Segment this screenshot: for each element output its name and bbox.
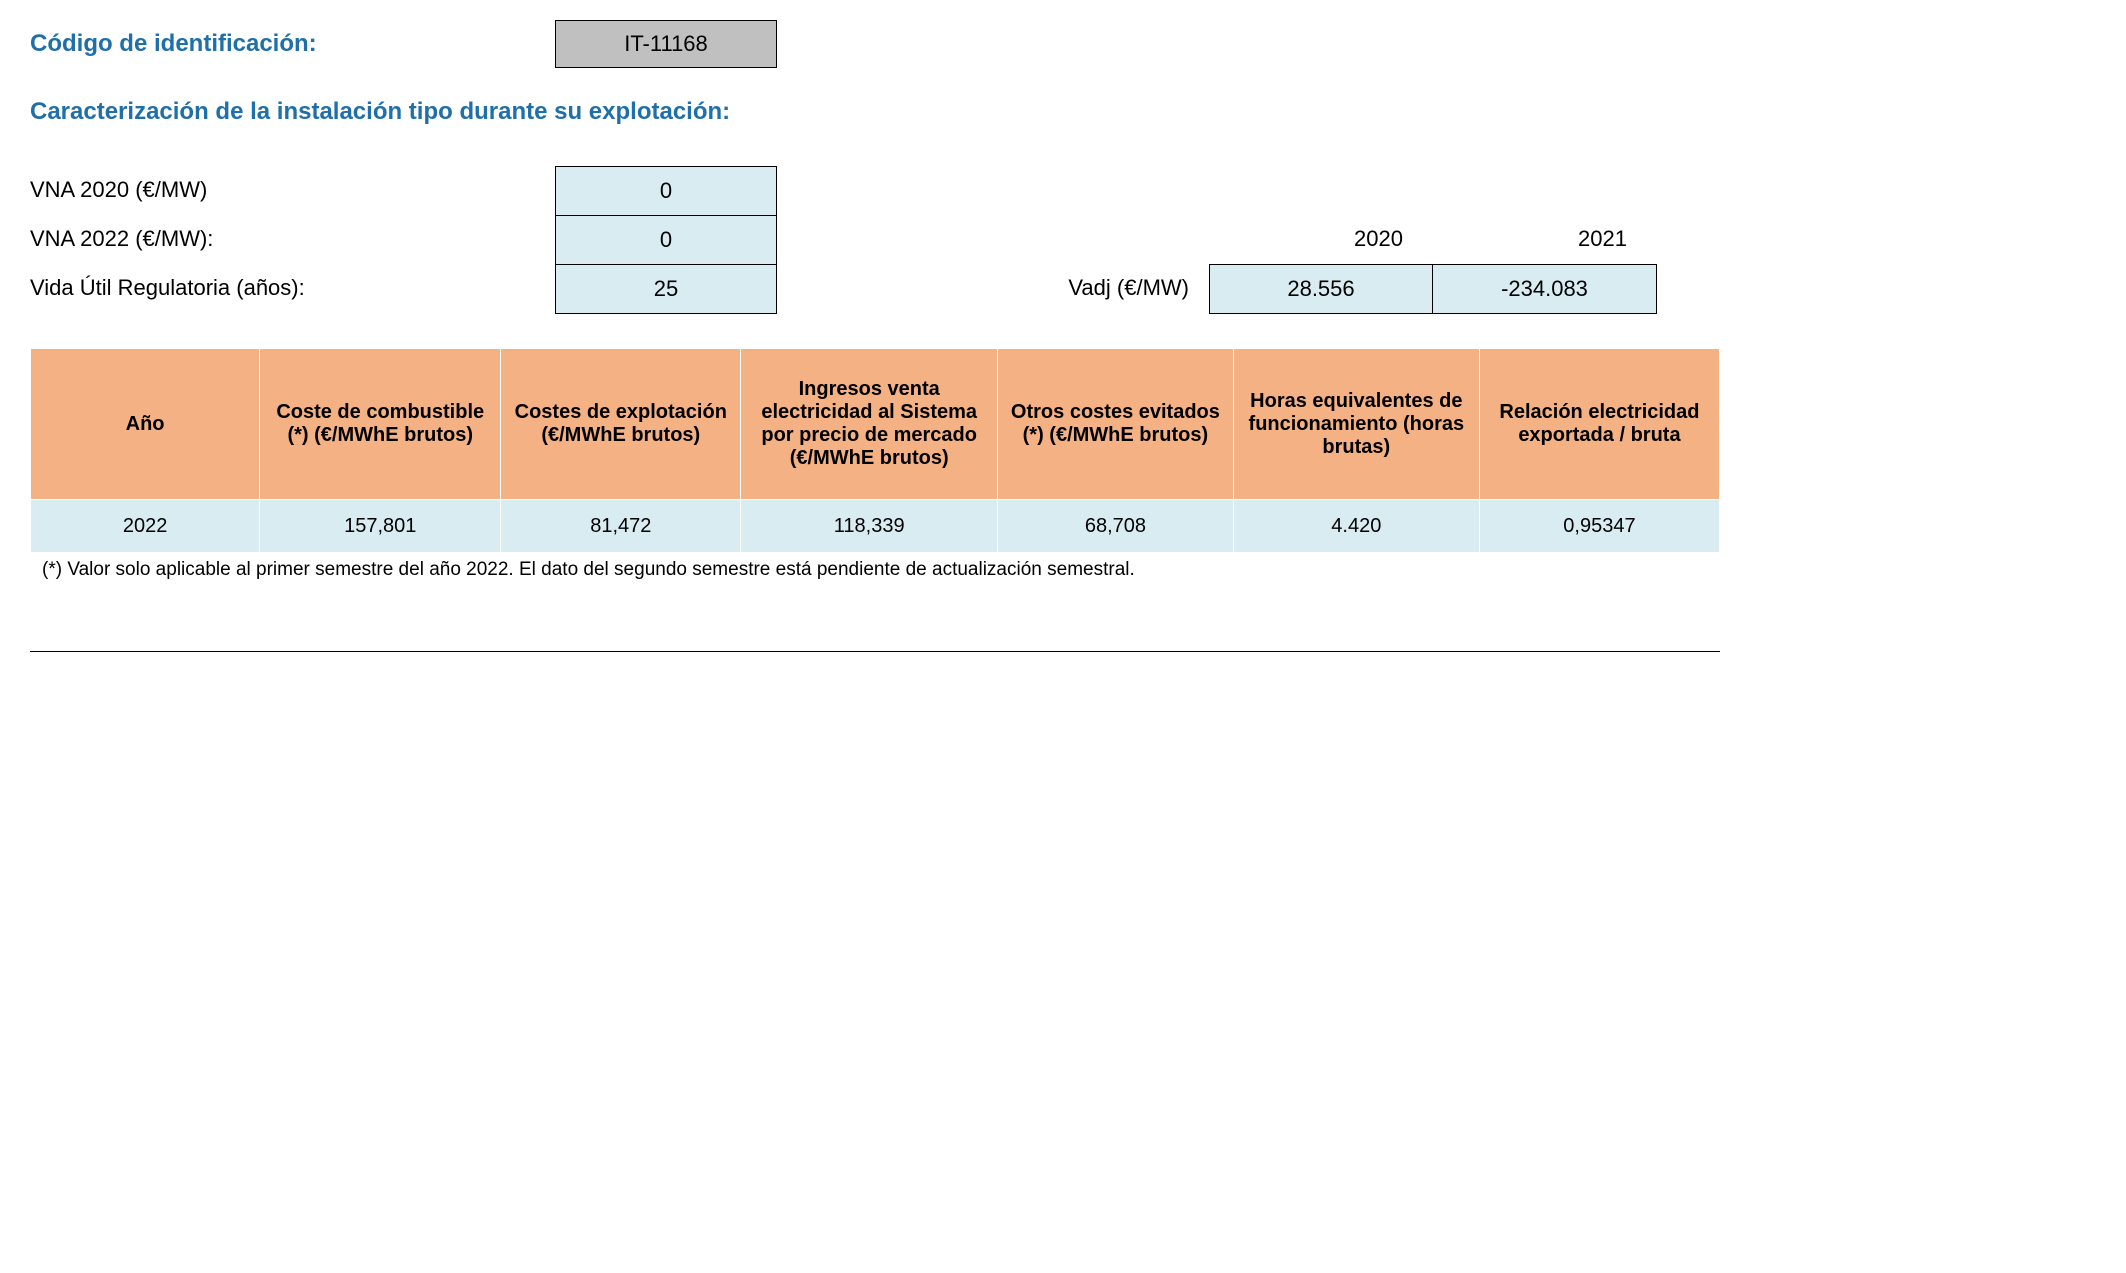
table-header-row: Año Coste de combustible (*) (€/MWhE bru… [31,349,1720,500]
vna2020-value-box: 0 [555,166,777,215]
table-row: 2022 157,801 81,472 118,339 68,708 4.420… [31,500,1720,553]
vadj-label: Vadj (€/MW) [1059,264,1209,312]
vadj-year2-value: -234.083 [1501,276,1588,302]
cell-relacion-electricidad: 0,95347 [1479,500,1719,553]
vna2022-value: 0 [660,227,672,253]
vida-value: 25 [654,276,678,302]
vadj-year2-value-box: -234.083 [1433,264,1657,314]
vida-value-box: 25 [555,264,777,314]
vna2022-value-box: 0 [555,215,777,264]
divider-line [30,651,1720,652]
vna2022-label: VNA 2022 (€/MW): [30,215,555,263]
col-ingresos-venta: Ingresos venta electricidad al Sistema p… [741,349,998,500]
vadj-year2-header: 2021 [1433,215,1657,263]
section-title: Caracterización de la instalación tipo d… [30,98,2096,126]
cell-coste-combustible: 157,801 [260,500,501,553]
cell-horas-equivalentes: 4.420 [1233,500,1479,553]
codigo-value: IT-11168 [624,31,708,57]
cell-costes-explotacion: 81,472 [501,500,741,553]
data-table: Año Coste de combustible (*) (€/MWhE bru… [30,348,1720,553]
col-coste-combustible: Coste de combustible (*) (€/MWhE brutos) [260,349,501,500]
cell-ano: 2022 [31,500,260,553]
col-costes-explotacion: Costes de explotación (€/MWhE brutos) [501,349,741,500]
col-otros-costes: Otros costes evitados (*) (€/MWhE brutos… [998,349,1234,500]
params-grid: VNA 2020 (€/MW) 0 VNA 2022 (€/MW): 0 202… [30,166,2096,314]
vna2020-value: 0 [660,178,672,204]
vadj-year1-value-box: 28.556 [1209,264,1433,314]
vadj-year1-value: 28.556 [1287,276,1354,302]
footnote: (*) Valor solo aplicable al primer semes… [42,559,2096,581]
vna2020-label: VNA 2020 (€/MW) [30,166,555,214]
vida-label: Vida Útil Regulatoria (años): [30,264,555,312]
codigo-row: Código de identificación: IT-11168 [30,20,2096,68]
col-horas-equivalentes: Horas equivalentes de funcionamiento (ho… [1233,349,1479,500]
col-relacion-electricidad: Relación electricidad exportada / bruta [1479,349,1719,500]
codigo-value-box: IT-11168 [555,20,777,68]
codigo-label: Código de identificación: [30,30,555,58]
vadj-year1-header: 2020 [1209,215,1433,263]
col-ano: Año [31,349,260,500]
cell-ingresos-venta: 118,339 [741,500,998,553]
cell-otros-costes: 68,708 [998,500,1234,553]
